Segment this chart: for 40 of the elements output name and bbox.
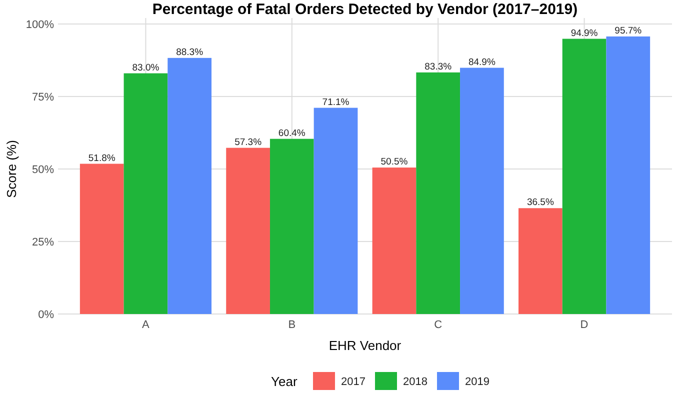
y-tick-label: 0% [38,308,54,321]
bar [226,148,270,314]
bar [562,38,606,314]
x-tick-label: B [288,319,296,331]
y-axis-title: Score (%) [4,140,19,198]
chart-title: Percentage of Fatal Orders Detected by Vendor (2017–2019) [152,1,578,18]
bar [80,164,124,314]
y-tick-label: 75% [32,91,54,104]
bar [460,68,504,314]
x-tick-label: C [434,319,442,331]
bar [270,138,314,314]
legend-title: Year [271,374,298,389]
bar [124,73,168,314]
data-label: 60.4% [278,128,306,139]
data-label: 88.3% [176,46,204,58]
data-label: 83.0% [132,62,160,74]
bar [372,168,416,314]
bar [606,36,650,314]
data-label: 50.5% [380,156,408,168]
bar [416,72,460,314]
x-tick-label: A [142,319,150,331]
legend-label: 2018 [403,376,428,388]
y-tick-label: 25% [32,236,54,248]
y-tick-label: 50% [32,164,54,176]
legend-label: 2017 [341,376,366,388]
data-label: 83.3% [424,61,452,72]
bar [168,58,212,314]
data-label: 94.9% [570,28,598,39]
y-tick-label: 100% [26,18,54,31]
x-axis-title: EHR Vendor [328,338,402,353]
x-tick-label: D [580,319,588,331]
data-label: 95.7% [614,25,642,36]
data-label: 57.3% [234,136,262,148]
bar [518,208,562,314]
data-label: 84.9% [468,56,496,68]
data-label: 51.8% [88,152,116,164]
data-label: 71.1% [322,96,350,108]
bar [314,108,358,314]
legend-label: 2019 [465,376,490,388]
data-label: 36.5% [526,197,554,208]
